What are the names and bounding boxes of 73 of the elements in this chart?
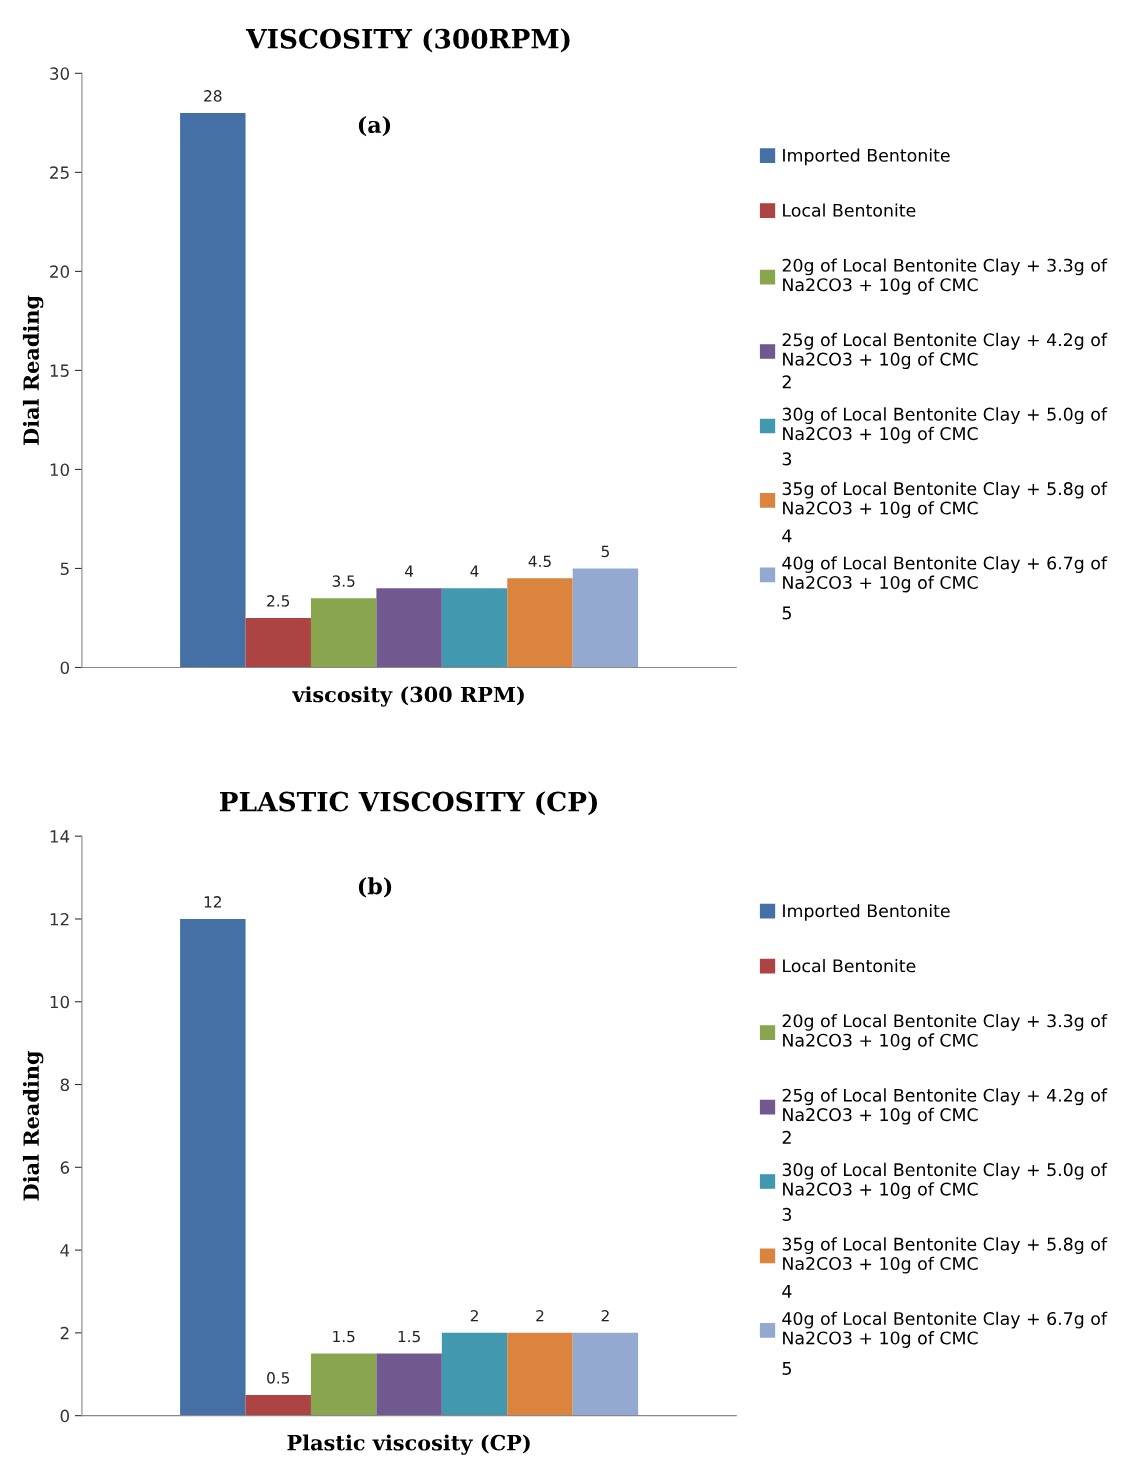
legend-label: Local Bentonite (783, 203, 916, 217)
legend-label: 35g of Local Bentonite Clay + 5.8g of Na2CO3 + 10g of CMC (782, 481, 1108, 518)
legend-label: Imported Bentonite (783, 148, 950, 166)
bar (572, 568, 639, 668)
x-axis-title: Plastic viscosity (CP) (287, 1434, 530, 1455)
text: 4 (782, 529, 792, 543)
y-axis-title: Dial Reading (22, 1050, 44, 1201)
data-label: 1.5 (398, 1330, 420, 1343)
bar (245, 617, 311, 668)
data-label: 2 (536, 1310, 544, 1322)
text: 4 (782, 1285, 792, 1298)
bar (180, 112, 246, 668)
text: 3 (782, 1207, 792, 1221)
data-label: 3.5 (332, 575, 355, 587)
bar (180, 918, 246, 1416)
data-label: 4 (405, 565, 414, 577)
text: 3 (782, 452, 792, 466)
text: 2 (782, 1130, 791, 1144)
legend-label: 30g of Local Bentonite Clay + 5.0g of Na2CO3 + 10g of CMC (782, 407, 1108, 444)
bar (507, 578, 573, 668)
y-tick-label: 0 (60, 1409, 70, 1423)
legend-label: 20g of Local Bentonite Clay + 3.3g of Na2CO3 + 10g of CMC (782, 258, 1108, 295)
y-tick-label: 14 (50, 830, 70, 843)
bar (376, 588, 442, 668)
y-tick-label: 8 (60, 1078, 69, 1092)
data-label: 28 (204, 90, 222, 102)
y-tick-label: 20 (50, 265, 70, 278)
y-tick-label: 10 (50, 995, 70, 1009)
bar (572, 1332, 639, 1416)
data-label: 5 (601, 545, 609, 558)
bar (376, 1353, 442, 1416)
text: 5 (782, 1362, 791, 1375)
bar (441, 1332, 508, 1416)
data-label: 12 (204, 896, 221, 908)
chart-title: PLASTIC VISCOSITY (CP) (219, 791, 598, 816)
x-axis-title: viscosity (300 RPM) (292, 686, 524, 707)
text: 5 (782, 606, 791, 620)
chart-title: VISCOSITY (300RPM) (245, 28, 570, 53)
legend-label: 35g of Local Bentonite Clay + 5.8g of Na2CO3 + 10g of CMC (782, 1237, 1108, 1274)
y-tick-label: 15 (50, 364, 69, 377)
y-tick-label: 5 (60, 562, 69, 576)
legend-label: 30g of Local Bentonite Clay + 5.0g of Na2CO3 + 10g of CMC (782, 1162, 1108, 1200)
annotation: (a) (358, 115, 391, 137)
bar (441, 588, 508, 668)
y-tick-label: 6 (60, 1161, 70, 1174)
bar (245, 1394, 311, 1416)
data-label: 1.5 (333, 1330, 355, 1343)
legend-label: 40g of Local Bentonite Clay + 6.7g of Na2CO3 + 10g of CMC (782, 1311, 1108, 1348)
legend-label: 25g of Local Bentonite Clay + 4.2g of Na2CO3 + 10g of CMC (782, 1088, 1108, 1125)
data-label: 2 (601, 1310, 609, 1322)
legend-label: 40g of Local Bentonite Clay + 6.7g of Na2CO3 + 10g of CMC (782, 556, 1108, 593)
text: 2 (782, 375, 791, 389)
y-tick-label: 2 (60, 1326, 69, 1340)
legend-label: Local Bentonite (783, 958, 916, 973)
y-tick-label: 12 (50, 912, 69, 926)
legend-label: 20g of Local Bentonite Clay + 3.3g of Na2CO3 + 10g of CMC (782, 1013, 1108, 1051)
bar (310, 1353, 377, 1416)
y-tick-label: 4 (60, 1244, 70, 1257)
y-tick-label: 30 (50, 67, 70, 80)
bar (507, 1332, 573, 1416)
legend-label: Imported Bentonite (783, 903, 950, 921)
legend-label: 25g of Local Bentonite Clay + 4.2g of Na2CO3 + 10g of CMC (782, 332, 1108, 370)
data-label: 0.5 (267, 1372, 290, 1384)
annotation: (b) (358, 877, 392, 898)
data-label: 2.5 (267, 595, 290, 607)
y-tick-label: 10 (50, 463, 70, 477)
y-tick-label: 25 (50, 166, 69, 179)
data-label: 4 (470, 565, 479, 577)
data-label: 4.5 (528, 555, 551, 568)
y-tick-label: 0 (60, 661, 70, 675)
bar (310, 598, 377, 668)
y-axis-title: Dial Reading (22, 295, 44, 445)
data-label: 2 (470, 1310, 478, 1322)
